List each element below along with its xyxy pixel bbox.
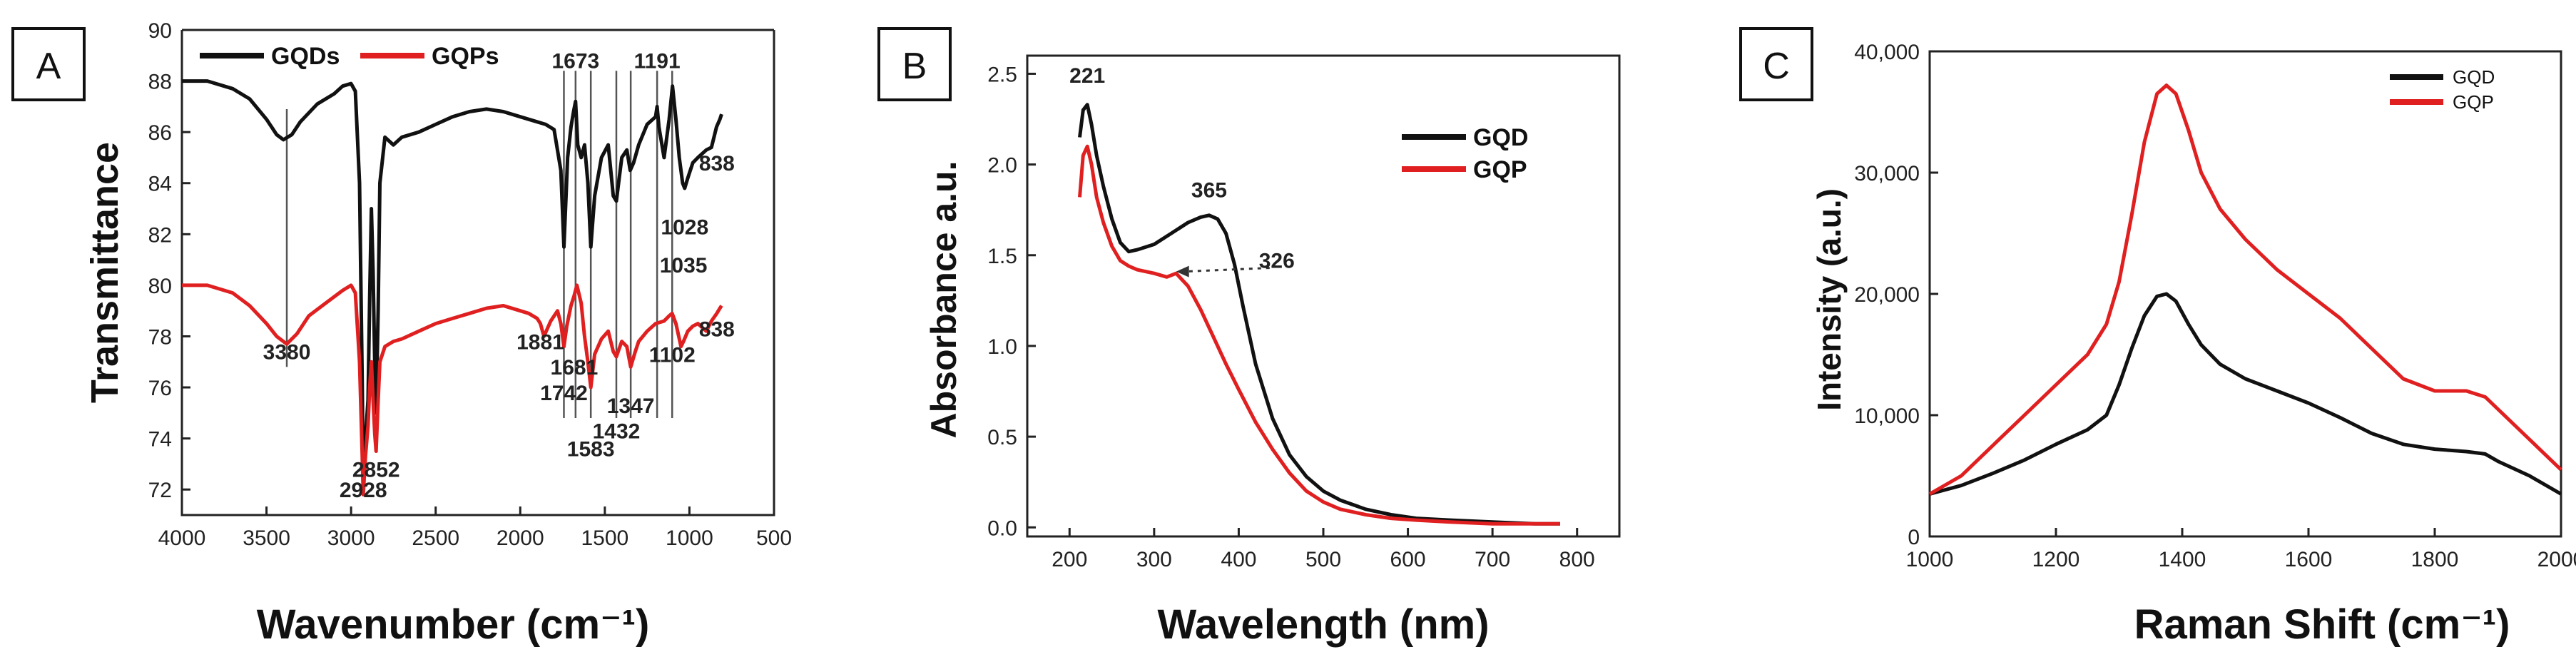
panel-a-legend: GQDs GQPs xyxy=(200,43,499,70)
panel-a-legend-label-gqds: GQDs xyxy=(271,43,340,70)
panel-a-frame xyxy=(180,30,775,516)
panel-a-peak-label: 1681 xyxy=(551,356,599,380)
panel-b-ytick-label: 1.5 xyxy=(987,245,1017,268)
panel-a-xlabel: Wavenumber (cm⁻¹) xyxy=(257,601,650,648)
panel-a-ytick-label: 72 xyxy=(148,479,172,502)
panel-b: B Absorbance a.u. Wavelength (nm) GQD GQ… xyxy=(877,27,1621,648)
panel-c-legend-label-gqp: GQP xyxy=(2453,91,2494,113)
panel-a-xtick-label: 2000 xyxy=(497,526,544,550)
panel-b-xtick-label: 600 xyxy=(1390,548,1426,571)
panel-a-peak-label: 2852 xyxy=(352,458,400,482)
panel-a-peak-label: 838 xyxy=(699,317,735,341)
panel-b-ytick-label: 0.5 xyxy=(987,426,1017,449)
panel-c-xtick-label: 2000 xyxy=(2537,548,2576,571)
panel-c-xtick-label: 1000 xyxy=(1906,548,1954,571)
panel-a-peak-label: 3380 xyxy=(263,341,311,365)
panel-a-series-gqps xyxy=(182,283,723,496)
panel-a-ytick-label: 90 xyxy=(148,19,172,43)
panel-a-ytick-label: 76 xyxy=(148,377,172,400)
panel-b-series-gqp xyxy=(1078,144,1560,526)
panel-c-xtick-label: 1400 xyxy=(2159,548,2206,571)
panel-a-label: A xyxy=(36,46,61,87)
panel-b-ytick-label: 2.5 xyxy=(987,63,1017,86)
panel-a-peak-label: 2928 xyxy=(340,479,387,502)
panel-b-xtick-label: 200 xyxy=(1052,548,1087,571)
panel-b-peak-label: 221 xyxy=(1069,64,1105,88)
panel-b-series-gqd xyxy=(1078,103,1560,526)
panel-c-ytick-label: 40,000 xyxy=(1854,41,1920,64)
panel-b-label: B xyxy=(902,46,927,87)
panel-b-ylabel: Absorbance a.u. xyxy=(924,161,964,439)
panel-a-peak-label: 1191 xyxy=(634,50,681,73)
panel-a-peak-label: 1432 xyxy=(593,420,641,444)
panel-c-xlabel: Raman Shift (cm⁻¹) xyxy=(2134,601,2510,648)
panel-a: A Transmittance Wavenumber (cm⁻¹) GQDs G… xyxy=(11,19,792,648)
panel-a-xtick-label: 1500 xyxy=(581,526,628,550)
panel-a-peak-label: 1583 xyxy=(567,438,615,462)
panel-a-peak-label: 1035 xyxy=(660,254,708,277)
panel-a-peak-label: 1028 xyxy=(661,215,708,239)
panel-b-xtick-label: 800 xyxy=(1559,548,1595,571)
panel-a-peak-label: 1881 xyxy=(516,330,564,354)
panel-a-label-box xyxy=(11,27,86,101)
panel-a-xtick-label: 1000 xyxy=(666,526,713,550)
panel-c-legend-label-gqd: GQD xyxy=(2453,66,2495,88)
panel-b-xtick-label: 300 xyxy=(1136,548,1172,571)
panel-b-peak-label: 365 xyxy=(1191,178,1227,202)
panel-a-ytick-label: 80 xyxy=(148,275,172,298)
panel-c-ytick-label: 0 xyxy=(1908,526,1920,549)
panel-a-peak-label: 838 xyxy=(699,152,735,175)
panel-b-label-box xyxy=(877,27,952,101)
panel-a-xtick-label: 3000 xyxy=(327,526,375,550)
panel-b-ytick-label: 1.0 xyxy=(987,335,1017,359)
panel-c-ytick-label: 20,000 xyxy=(1854,283,1920,307)
panel-a-xtick-label: 3500 xyxy=(243,526,290,550)
panel-a-peak-label: 1673 xyxy=(551,50,599,73)
panel-c-xtick-label: 1800 xyxy=(2411,548,2459,571)
panel-a-peak-label: 1347 xyxy=(607,394,655,418)
panel-a-ytick-label: 88 xyxy=(148,71,172,94)
panel-c-series-gqp xyxy=(1928,83,2562,496)
panel-b-xtick-label: 400 xyxy=(1221,548,1256,571)
panel-c-legend: GQD GQP xyxy=(2390,66,2495,113)
panel-a-xtick-label: 2500 xyxy=(412,526,459,550)
panel-b-xlabel: Wavelength (nm) xyxy=(1157,601,1489,648)
panel-c-label: C xyxy=(1763,46,1790,87)
panel-a-peak-label: 1102 xyxy=(649,343,696,367)
panel-a-ylabel: Transmittance xyxy=(83,142,126,403)
panel-c-label-box xyxy=(1739,27,1813,101)
panel-b-legend-label-gqd: GQD xyxy=(1473,124,1528,151)
panel-c-ylabel: Intensity (a.u.) xyxy=(1811,188,1848,411)
panel-c-xtick-label: 1200 xyxy=(2032,548,2080,571)
panel-a-series-gqds xyxy=(182,79,723,479)
panel-b-xtick-label: 700 xyxy=(1475,548,1510,571)
panel-c-series-gqd xyxy=(1929,292,2562,496)
panel-b-legend-label-gqp: GQP xyxy=(1473,156,1527,183)
panel-b-ytick-label: 0.0 xyxy=(987,516,1017,540)
panel-a-ytick-label: 84 xyxy=(148,173,172,196)
panel-a-xtick-label: 4000 xyxy=(158,526,206,550)
panel-c-ytick-label: 10,000 xyxy=(1854,404,1920,428)
panel-c: C Intensity (a.u.) Raman Shift (cm⁻¹) GQ… xyxy=(1739,27,2576,648)
panel-c-ytick-label: 30,000 xyxy=(1854,162,1920,185)
panel-b-arrowhead-326 xyxy=(1176,265,1189,277)
panel-b-legend: GQD GQP xyxy=(1402,124,1528,183)
panel-b-peak-label: 326 xyxy=(1259,250,1295,273)
panel-b-xtick-label: 500 xyxy=(1305,548,1341,571)
panel-a-ytick-label: 86 xyxy=(148,121,172,145)
panel-b-arrow-326 xyxy=(1183,267,1270,273)
panel-a-xtick-label: 500 xyxy=(756,526,792,550)
panel-a-peak-label: 1742 xyxy=(540,382,588,405)
panel-a-ytick-label: 74 xyxy=(148,428,172,452)
panel-a-ytick-label: 82 xyxy=(148,223,172,247)
panel-a-legend-label-gqps: GQPs xyxy=(432,43,499,70)
panel-b-ytick-label: 2.0 xyxy=(987,154,1017,178)
panel-a-ytick-label: 78 xyxy=(148,325,172,349)
panel-c-xtick-label: 1600 xyxy=(2285,548,2333,571)
